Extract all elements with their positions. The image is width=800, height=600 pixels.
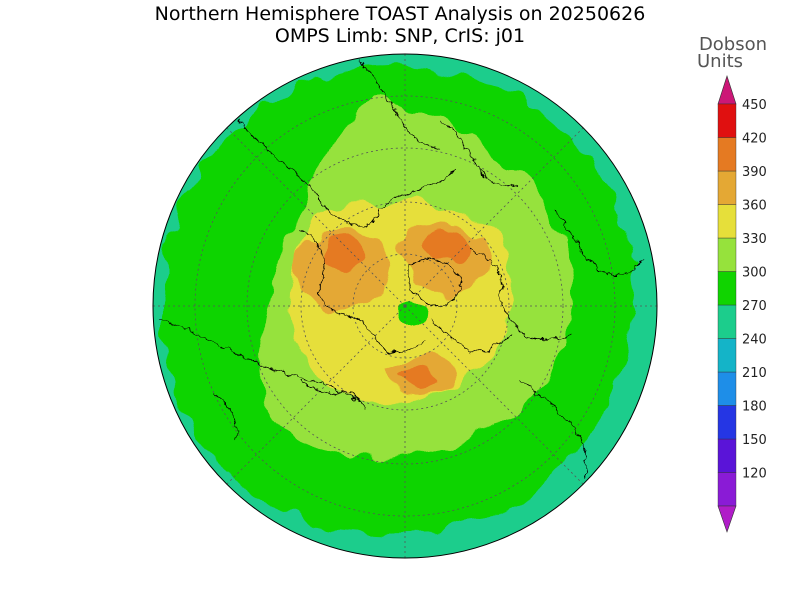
colorbar-under-triangle [717, 505, 737, 533]
colorbar-unit-line1: Dobson [699, 34, 767, 55]
ozone-field [153, 54, 657, 558]
colorbar-unit-line2: Units [697, 51, 743, 72]
colorbar-segment-300 [717, 271, 737, 306]
map-subtitle: OMPS Limb: SNP, CrIS: j01 [274, 25, 526, 47]
colorbar-segment-240 [717, 338, 737, 373]
field-390-420-region-south [397, 367, 435, 387]
colorbar-tick-420: 420 [742, 132, 767, 147]
map-boundary [152, 53, 658, 559]
colorbar-segment-180 [717, 405, 737, 440]
colorbar-segment-450 [717, 103, 737, 138]
colorbar-tick-450: 450 [742, 98, 767, 113]
colorbar-tick-150: 150 [742, 433, 767, 448]
colorbar-segment-120 [717, 472, 737, 507]
field-390-420-region-east [422, 231, 477, 262]
colorbar-tick-300: 300 [742, 266, 767, 281]
colorbar-segment-270 [717, 304, 737, 339]
colorbar-tick-330: 330 [742, 232, 767, 247]
field-390-420-region-west [323, 235, 365, 272]
colorbar-tick-120: 120 [742, 467, 767, 482]
polar-ozone-map [152, 53, 658, 559]
colorbar-tick-360: 360 [742, 199, 767, 214]
colorbar-tick-270: 270 [742, 299, 767, 314]
colorbar-segment-360 [717, 204, 737, 239]
colorbar-tick-labels: 120 150 180 210 240 270 300 330 360 390 420 450 [742, 98, 767, 482]
colorbar-tick-240: 240 [742, 333, 767, 348]
colorbar-segment-150 [717, 438, 737, 473]
colorbar-over-triangle [717, 75, 737, 105]
colorbar-tick-390: 390 [742, 165, 767, 180]
colorbar-segments [717, 103, 737, 507]
colorbar-segment-210 [717, 371, 737, 406]
colorbar-tick-210: 210 [742, 366, 767, 381]
colorbar-segment-390 [717, 170, 737, 205]
colorbar: Dobson Units 120 150 180 210 240 270 300 330 360… [697, 34, 767, 533]
map-title: Northern Hemisphere TOAST Analysis on 20… [154, 3, 646, 25]
coastlines [159, 59, 646, 481]
colorbar-segment-330 [717, 237, 737, 272]
colorbar-tick-180: 180 [742, 400, 767, 415]
colorbar-segment-420 [717, 137, 737, 172]
graticule [153, 54, 657, 558]
